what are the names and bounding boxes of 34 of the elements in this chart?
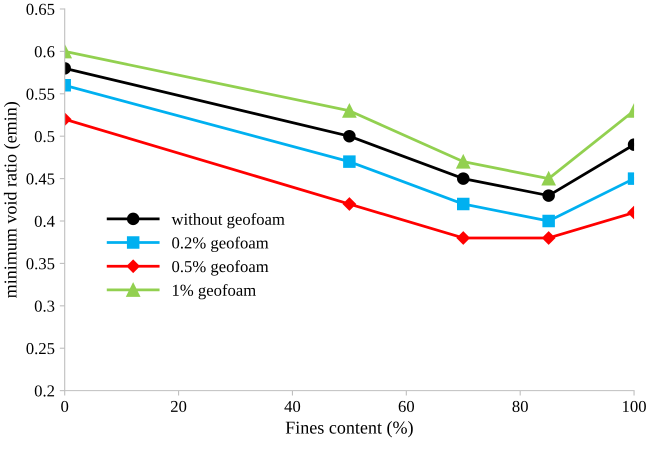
point bbox=[342, 104, 356, 118]
y-tick-label: 0.55 bbox=[26, 88, 54, 100]
legend-label: without geofoam bbox=[172, 212, 285, 228]
point bbox=[343, 130, 356, 142]
y-axis-title: minimum void ratio (emin) bbox=[4, 102, 20, 298]
legend-label: 0.5% geofoam bbox=[172, 260, 268, 276]
point bbox=[542, 172, 556, 186]
y-tick-label: 0.3 bbox=[34, 300, 54, 312]
y-tick-label: 0.45 bbox=[26, 173, 54, 185]
point bbox=[456, 154, 470, 169]
x-axis-title: Fines content (%) bbox=[286, 421, 413, 438]
y-tick-label: 0.65 bbox=[26, 4, 54, 15]
x-tick-label: 20 bbox=[170, 400, 186, 412]
x-tick-label: 40 bbox=[284, 400, 300, 412]
point bbox=[542, 214, 555, 228]
y-tick-label: 0.6 bbox=[34, 46, 54, 58]
y-tick-label: 0.5 bbox=[34, 130, 54, 142]
x-tick-label: 60 bbox=[398, 400, 414, 412]
point bbox=[457, 198, 470, 210]
y-tick-label: 0.35 bbox=[26, 258, 54, 270]
point bbox=[343, 155, 356, 168]
point bbox=[342, 197, 356, 211]
legend-label: 0.2% geofoam bbox=[172, 236, 268, 252]
legend-label: 1% geofoam bbox=[172, 284, 256, 300]
x-tick-label: 80 bbox=[512, 400, 528, 412]
point bbox=[542, 189, 555, 202]
point bbox=[542, 231, 556, 245]
y-tick-label: 0.25 bbox=[26, 342, 54, 354]
y-tick-label: 0.4 bbox=[34, 216, 55, 228]
x-tick-label: 0 bbox=[61, 400, 68, 412]
point bbox=[457, 172, 470, 185]
y-tick-label: 0.2 bbox=[34, 385, 54, 397]
point bbox=[456, 231, 470, 245]
x-tick-label: 100 bbox=[623, 400, 646, 412]
